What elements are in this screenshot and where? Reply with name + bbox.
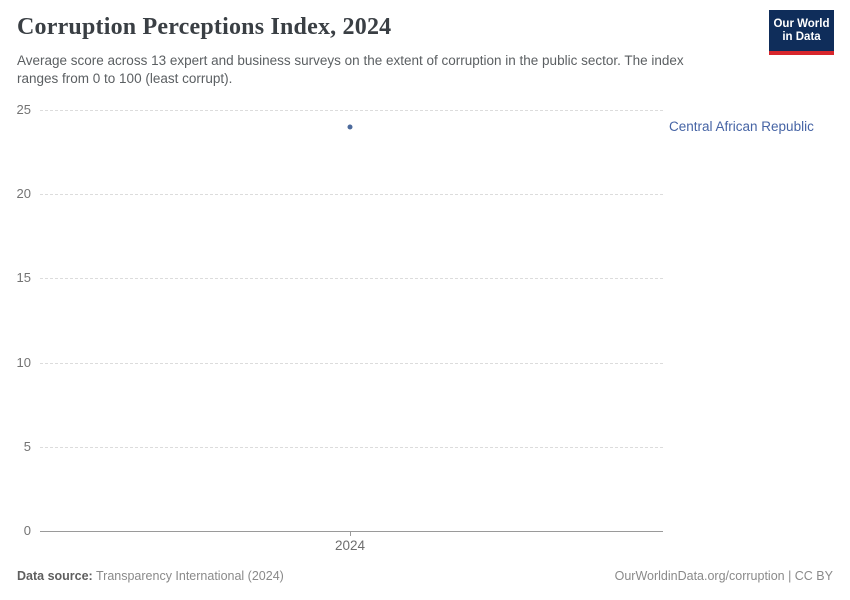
gridline <box>40 278 663 279</box>
x-axis-tick-mark <box>350 531 351 536</box>
x-axis-line <box>40 531 663 532</box>
owid-logo-line1: Our World <box>773 17 830 30</box>
y-axis-tick-label: 0 <box>23 523 31 538</box>
entity-label[interactable]: Central African Republic <box>669 119 814 134</box>
license-link[interactable]: OurWorldinData.org/corruption | CC BY <box>614 569 833 583</box>
page-title: Corruption Perceptions Index, 2024 <box>17 14 392 40</box>
gridline <box>40 110 663 111</box>
data-source-note: Data source: Transparency International … <box>17 569 284 583</box>
data-source-label: Data source: <box>17 569 93 583</box>
data-point[interactable] <box>347 124 353 130</box>
gridline <box>40 447 663 448</box>
data-source-value: Transparency International (2024) <box>92 569 284 583</box>
y-axis-tick-label: 10 <box>16 355 31 370</box>
gridline <box>40 363 663 364</box>
y-axis-tick-label: 5 <box>23 439 31 454</box>
owid-logo-line2: in Data <box>782 30 821 43</box>
owid-logo: Our World in Data <box>769 10 834 55</box>
y-axis-tick-label: 15 <box>16 270 31 285</box>
chart-subtitle: Average score across 13 expert and busin… <box>17 53 684 86</box>
x-axis-tick-label: 2024 <box>334 538 366 553</box>
y-axis-tick-label: 20 <box>16 186 31 201</box>
y-axis-tick-label: 25 <box>16 102 31 117</box>
plot-area <box>40 110 663 531</box>
gridline <box>40 194 663 195</box>
